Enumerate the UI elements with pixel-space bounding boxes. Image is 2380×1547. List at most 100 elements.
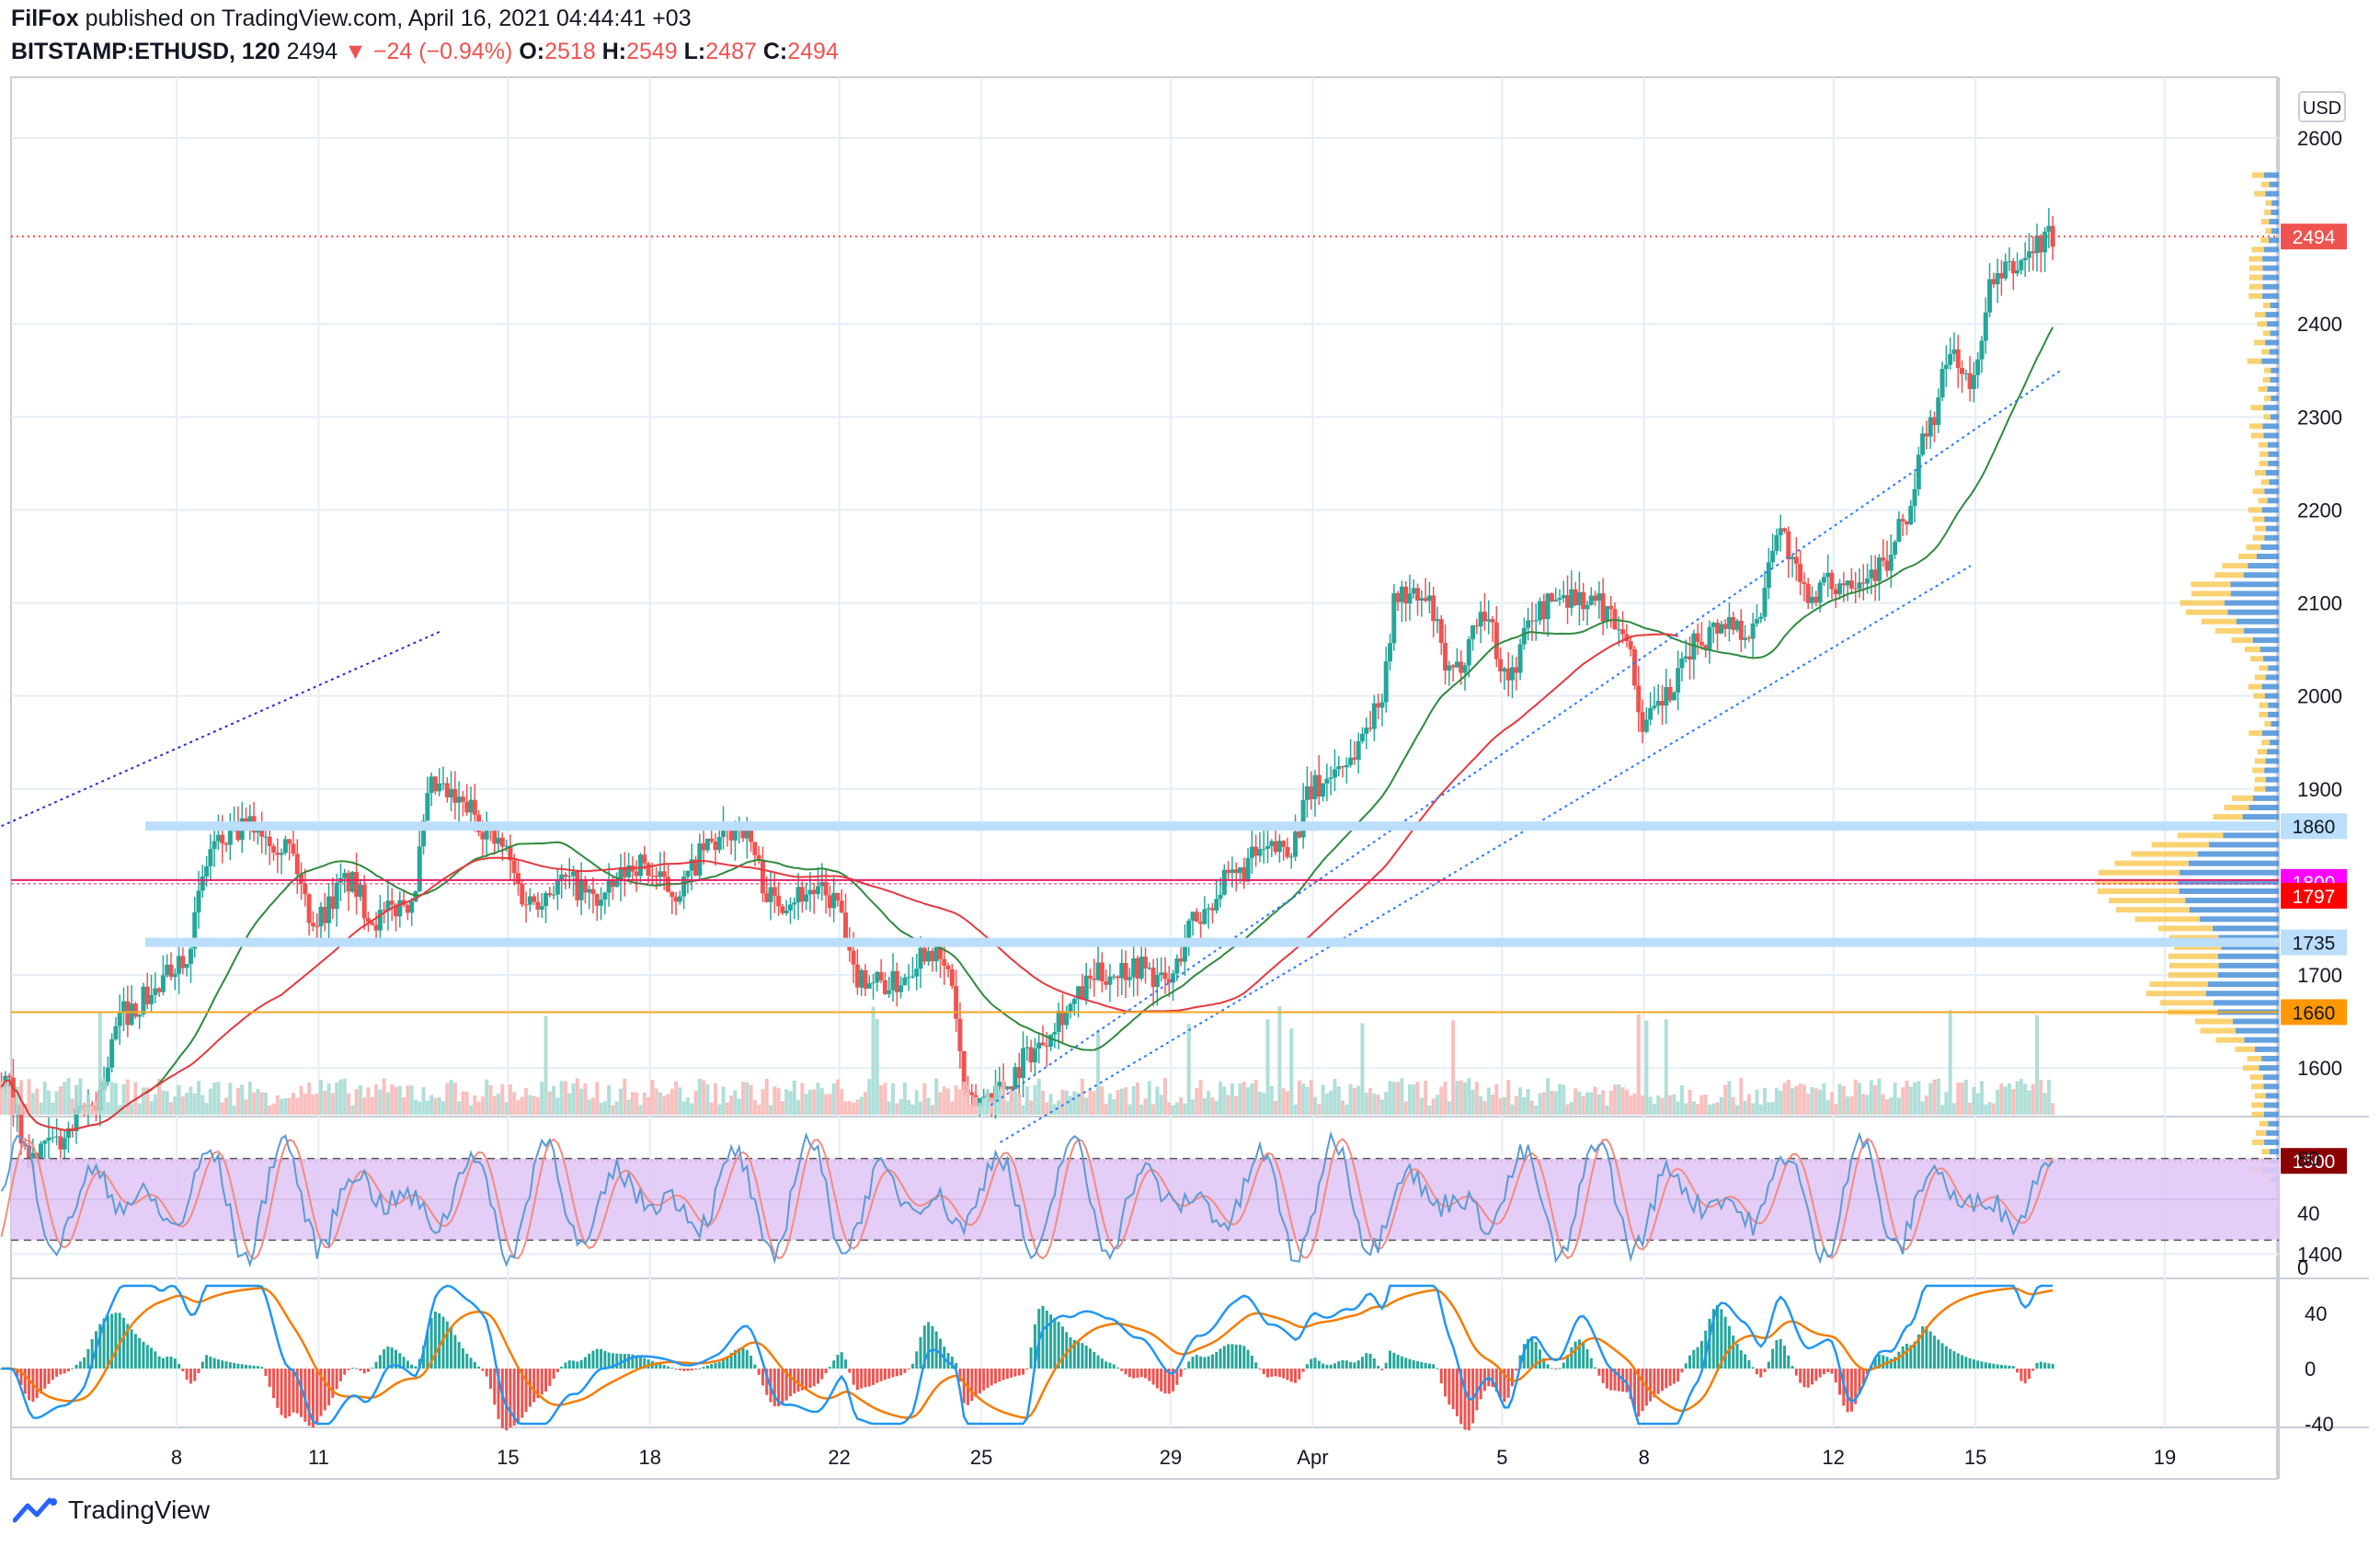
volume-bar: [1092, 1091, 1096, 1115]
macd-histogram-bar: [335, 1369, 338, 1390]
candle-body: [1131, 958, 1137, 978]
candle-body: [1857, 582, 1862, 590]
macd-histogram-bar: [35, 1369, 39, 1399]
author-name[interactable]: FilFox: [11, 6, 79, 31]
macd-histogram-bar: [1546, 1364, 1550, 1369]
price-level-badge: [2281, 929, 2347, 956]
candle-body: [2034, 235, 2040, 254]
macd-histogram-bar: [2031, 1369, 2035, 1371]
candle-body: [756, 854, 761, 860]
candle-body: [215, 834, 221, 842]
volume-bar: [852, 1102, 856, 1115]
candle-body: [1004, 1086, 1010, 1090]
volume-bar: [1893, 1083, 1897, 1115]
candle-body: [819, 882, 825, 887]
macd-histogram-bar: [2020, 1369, 2023, 1381]
candle-body: [1943, 364, 1949, 370]
macd-histogram-bar: [1570, 1346, 1573, 1369]
volume-bar: [1956, 1083, 1961, 1115]
volume-bar: [1447, 1101, 1451, 1115]
volume-bar: [1834, 1104, 1838, 1115]
volume-bar: [1143, 1098, 1148, 1115]
candle-body: [212, 841, 217, 850]
tradingview-brand[interactable]: TradingView: [68, 1495, 211, 1524]
macd-histogram-bar: [1072, 1339, 1076, 1369]
volume-bar: [1415, 1082, 1420, 1115]
candle-body: [1016, 1067, 1022, 1079]
candle-body: [599, 900, 604, 906]
candle-body: [1403, 586, 1409, 604]
volume-bar: [168, 1102, 173, 1115]
macd-histogram-bar: [2011, 1366, 2015, 1369]
macd-histogram-bar: [1191, 1357, 1195, 1369]
candle-body: [299, 874, 304, 884]
volume-profile-bar: [2168, 934, 2219, 941]
candle-body: [578, 880, 584, 900]
macd-histogram-bar: [860, 1369, 864, 1389]
volume-bar: [1857, 1083, 1861, 1115]
candle-body: [2010, 260, 2016, 274]
candle-body: [1348, 757, 1354, 765]
candle-body: [1032, 1049, 1037, 1063]
volume-profile-bar: [2259, 460, 2269, 466]
volume-profile-bar: [2251, 172, 2264, 178]
volume-profile-bar: [2248, 805, 2279, 810]
volume-bar: [235, 1087, 240, 1115]
volume-bar: [185, 1093, 189, 1115]
macd-histogram-bar: [1925, 1326, 1928, 1369]
volume-profile-bar: [2264, 721, 2271, 727]
volume-bar: [1991, 1103, 1996, 1115]
volume-bar: [1601, 1090, 1606, 1115]
volume-bar: [1179, 1097, 1184, 1115]
macd-histogram-bar: [1344, 1360, 1348, 1369]
volume-bar: [1238, 1083, 1242, 1115]
volume-bar: [571, 1083, 576, 1115]
candle-body: [417, 846, 422, 892]
macd-histogram-bar: [224, 1361, 228, 1369]
volume-bar: [1534, 1105, 1539, 1115]
candle-body: [1498, 659, 1504, 672]
volume-bar: [1064, 1090, 1069, 1115]
volume-bar: [997, 1090, 1001, 1115]
candle-body: [1553, 600, 1559, 602]
candle-body: [235, 822, 241, 841]
macd-histogram-bar: [1585, 1348, 1589, 1369]
candle-body: [1206, 908, 1211, 910]
macd-histogram-bar: [678, 1369, 681, 1370]
volume-bar: [1585, 1092, 1589, 1115]
candle-body: [1388, 643, 1393, 662]
candle-body: [1631, 648, 1637, 686]
volume-bar: [338, 1079, 343, 1115]
volume-profile-bar: [2264, 367, 2271, 373]
volume-bar: [1486, 1087, 1491, 1115]
candle-body: [749, 823, 754, 842]
volume-bar: [15, 1086, 19, 1115]
volume-bar: [1333, 1079, 1337, 1115]
volume-bar: [1715, 1102, 1720, 1115]
volume-bar: [1987, 1102, 1992, 1115]
volume-bar: [1829, 1092, 1834, 1115]
volume-profile-bar: [2235, 1046, 2255, 1052]
volume-profile-bar: [2262, 265, 2279, 271]
candle-body: [287, 839, 292, 844]
macd-histogram-bar: [1704, 1330, 1708, 1369]
volume-bar: [1739, 1078, 1744, 1115]
volume-bar: [1999, 1083, 2004, 1115]
candle-body: [1249, 846, 1254, 858]
volume-bar: [1968, 1103, 1973, 1115]
volume-bar: [1810, 1087, 1814, 1115]
candle-body: [637, 854, 643, 877]
candle-body: [854, 964, 860, 988]
candle-body: [555, 880, 560, 895]
candle-body: [571, 871, 577, 877]
volume-bar: [1024, 1086, 1029, 1115]
volume-bar: [1791, 1088, 1795, 1115]
candle-body: [1044, 1045, 1049, 1047]
macd-histogram-bar: [209, 1357, 212, 1369]
candle-body: [1545, 593, 1550, 620]
candle-body: [1127, 977, 1132, 980]
candle-body: [1738, 620, 1744, 640]
macd-histogram-bar: [1680, 1369, 1684, 1373]
volume-profile-bar: [2259, 711, 2269, 717]
